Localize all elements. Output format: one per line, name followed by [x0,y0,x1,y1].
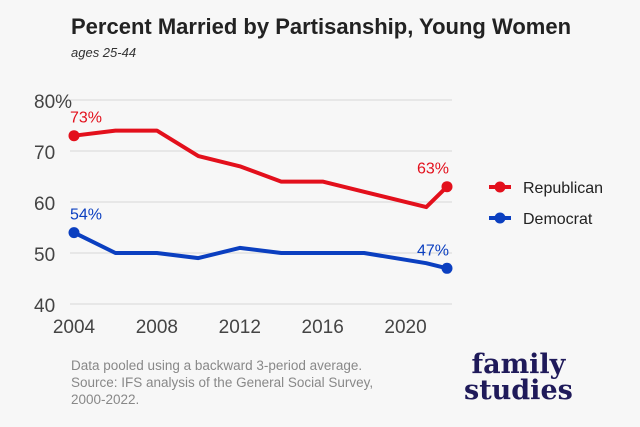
series-line-democrat [73,230,448,271]
data-point [441,262,453,274]
y-tick-label: 80% [34,92,72,113]
chart-subtitle: ages 25-44 [71,45,137,60]
y-tick-label: 70 [34,143,55,164]
y-tick-label: 50 [34,245,55,266]
chart-title: Percent Married by Partisanship, Young W… [71,14,572,39]
legend-label: Republican [523,180,603,197]
x-tick-label: 2004 [53,317,96,338]
series-line-republican [73,128,449,210]
x-tick-label: 2020 [384,317,426,338]
source-note: Data pooled using a backward 3-period av… [71,357,401,408]
x-tick-label: 2016 [302,317,344,338]
data-label: 63% [417,161,449,178]
y-tick-label: 60 [34,194,55,215]
data-point [441,181,453,193]
legend-marker [494,181,506,193]
data-point [68,227,80,239]
legend-marker [494,212,506,224]
x-tick-label: 2008 [136,317,178,338]
note-line: Data pooled using a backward 3-period av… [71,358,363,373]
family-studies-logo: family studies [464,349,573,406]
logo-line: studies [464,375,573,406]
note-line: 2000-2022. [71,392,140,407]
data-label: 54% [70,207,102,224]
note-line: Source: IFS analysis of the General Soci… [71,375,374,390]
data-label: 73% [70,110,102,127]
data-label: 47% [417,242,449,259]
x-tick-label: 2012 [219,317,261,338]
logo-line: family [471,349,566,380]
data-point [68,130,80,142]
legend-label: Democrat [523,211,593,228]
y-tick-label: 40 [34,296,55,317]
